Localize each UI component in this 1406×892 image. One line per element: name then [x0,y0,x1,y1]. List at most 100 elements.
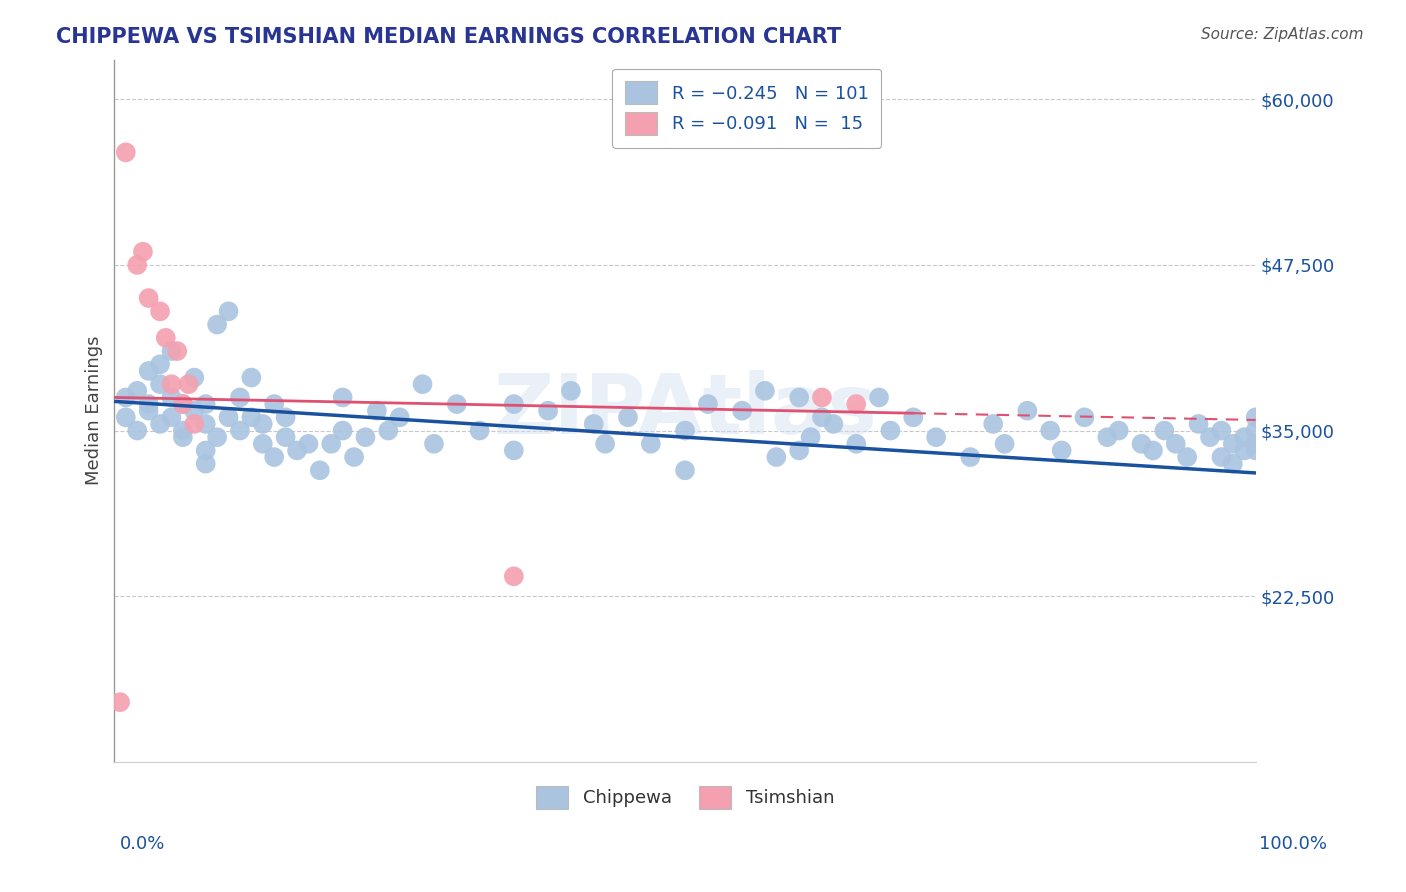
Point [1244,424,1267,438]
Point [537,403,560,417]
Point [1244,443,1267,458]
Point [127,384,149,398]
Point [787,391,810,405]
Point [412,377,434,392]
Point [823,417,845,431]
Point [1222,437,1244,451]
Point [560,384,582,398]
Point [1017,403,1039,417]
Text: ZIPAtlas: ZIPAtlas [494,370,877,451]
Point [1073,410,1095,425]
Point [138,291,160,305]
Text: 100.0%: 100.0% [1260,835,1327,853]
Point [183,403,205,417]
Point [787,443,810,458]
Point [172,430,194,444]
Point [160,391,183,405]
Point [617,410,640,425]
Point [321,437,343,451]
Point [114,391,136,405]
Point [218,304,240,318]
Point [252,417,274,431]
Point [981,417,1004,431]
Point [502,397,524,411]
Point [138,403,160,417]
Point [240,410,263,425]
Point [194,397,217,411]
Point [502,443,524,458]
Point [925,430,948,444]
Point [1222,457,1244,471]
Text: Source: ZipAtlas.com: Source: ZipAtlas.com [1201,27,1364,42]
Point [127,424,149,438]
Point [155,331,177,345]
Point [149,304,172,318]
Point [502,569,524,583]
Point [811,391,834,405]
Point [138,397,160,411]
Point [800,430,823,444]
Point [240,370,263,384]
Point [1142,443,1164,458]
Point [845,397,868,411]
Point [297,437,319,451]
Point [108,695,131,709]
Point [811,410,834,425]
Point [252,437,274,451]
Point [845,437,868,451]
Point [993,437,1015,451]
Point [366,403,388,417]
Point [166,344,188,359]
Point [673,424,696,438]
Point [229,391,252,405]
Point [1211,450,1233,464]
Point [903,410,925,425]
Point [160,344,183,359]
Point [593,437,616,451]
Point [263,450,285,464]
Point [1097,430,1119,444]
Point [354,430,377,444]
Point [1244,410,1267,425]
Point [127,258,149,272]
Point [1153,424,1175,438]
Point [205,430,228,444]
Point [332,391,354,405]
Point [446,397,468,411]
Point [332,424,354,438]
Point [114,145,136,160]
Point [1050,443,1073,458]
Point [879,424,901,438]
Point [183,417,205,431]
Point [765,450,787,464]
Point [1211,424,1233,438]
Point [468,424,491,438]
Point [285,443,308,458]
Point [274,430,297,444]
Point [172,397,194,411]
Point [114,410,136,425]
Point [1199,430,1222,444]
Point [149,357,172,371]
Point [183,370,205,384]
Point [194,457,217,471]
Point [172,397,194,411]
Point [194,417,217,431]
Point [132,244,155,259]
Point [205,318,228,332]
Point [1039,424,1062,438]
Point [673,463,696,477]
Point [1130,437,1153,451]
Legend: Chippewa, Tsimshian: Chippewa, Tsimshian [529,779,841,816]
Point [754,384,776,398]
Point [149,417,172,431]
Point [160,410,183,425]
Point [582,417,605,431]
Text: 0.0%: 0.0% [120,835,165,853]
Point [696,397,718,411]
Point [377,424,399,438]
Point [1187,417,1209,431]
Point [423,437,446,451]
Point [218,410,240,425]
Point [640,437,662,451]
